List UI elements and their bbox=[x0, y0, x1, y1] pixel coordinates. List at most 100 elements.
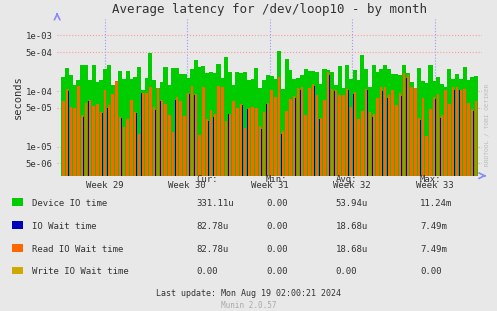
Bar bbox=[61, 77, 66, 176]
Bar bbox=[232, 101, 235, 176]
Title: Average latency for /dev/loop10 - by month: Average latency for /dev/loop10 - by mon… bbox=[112, 3, 427, 16]
Bar bbox=[433, 97, 435, 176]
Bar bbox=[84, 103, 87, 176]
Bar bbox=[153, 110, 156, 176]
Bar bbox=[277, 51, 281, 176]
Bar bbox=[73, 85, 77, 176]
Bar bbox=[373, 114, 375, 176]
Bar bbox=[470, 77, 474, 176]
Bar bbox=[171, 68, 175, 176]
Bar bbox=[88, 101, 91, 176]
Bar bbox=[119, 118, 121, 176]
Bar bbox=[293, 98, 296, 176]
Bar bbox=[156, 88, 160, 176]
Bar bbox=[255, 111, 258, 176]
Bar bbox=[107, 108, 110, 176]
Bar bbox=[130, 100, 133, 176]
Text: 18.68u: 18.68u bbox=[335, 222, 368, 231]
Bar bbox=[96, 105, 99, 176]
Bar bbox=[247, 80, 251, 176]
Bar bbox=[142, 93, 144, 176]
Bar bbox=[320, 118, 322, 176]
Bar bbox=[198, 135, 201, 176]
Bar bbox=[395, 108, 398, 176]
Bar bbox=[429, 112, 432, 176]
Bar bbox=[217, 86, 220, 176]
Bar bbox=[278, 80, 280, 176]
Bar bbox=[463, 91, 466, 176]
Bar bbox=[444, 90, 447, 176]
Text: 18.68u: 18.68u bbox=[335, 245, 368, 253]
Bar bbox=[175, 100, 178, 176]
Bar bbox=[104, 90, 106, 176]
Bar bbox=[467, 103, 470, 176]
Bar bbox=[221, 87, 224, 176]
Bar bbox=[81, 115, 83, 176]
Bar bbox=[475, 101, 477, 176]
Bar bbox=[243, 72, 247, 176]
Bar bbox=[273, 80, 277, 176]
Bar bbox=[304, 69, 308, 176]
Bar bbox=[122, 129, 125, 176]
Bar bbox=[195, 94, 197, 176]
Bar bbox=[115, 81, 117, 176]
Bar bbox=[361, 111, 364, 176]
Bar bbox=[293, 96, 295, 176]
Bar bbox=[103, 90, 106, 176]
Bar bbox=[304, 115, 307, 176]
Bar bbox=[391, 92, 394, 176]
Text: Munin 2.0.57: Munin 2.0.57 bbox=[221, 301, 276, 310]
Bar bbox=[414, 88, 417, 176]
Bar bbox=[202, 90, 205, 176]
Bar bbox=[126, 71, 130, 176]
Bar bbox=[372, 117, 375, 176]
Bar bbox=[346, 89, 348, 176]
Bar bbox=[270, 90, 273, 176]
Bar bbox=[161, 101, 163, 176]
Bar bbox=[250, 79, 254, 176]
Bar bbox=[266, 104, 269, 176]
Bar bbox=[384, 87, 386, 176]
Bar bbox=[229, 114, 231, 176]
Bar bbox=[455, 74, 459, 176]
Bar bbox=[341, 88, 345, 176]
Bar bbox=[301, 87, 303, 176]
Bar bbox=[213, 73, 217, 176]
Bar bbox=[73, 109, 76, 176]
Bar bbox=[372, 65, 376, 176]
Bar bbox=[209, 72, 213, 176]
Bar bbox=[308, 88, 311, 176]
Bar bbox=[239, 73, 243, 176]
Bar bbox=[149, 87, 152, 176]
Bar bbox=[80, 65, 84, 176]
Bar bbox=[240, 105, 243, 176]
Bar bbox=[225, 121, 227, 176]
Bar bbox=[411, 87, 413, 176]
Y-axis label: seconds: seconds bbox=[12, 75, 23, 119]
Bar bbox=[440, 84, 444, 176]
Bar bbox=[92, 106, 95, 176]
Bar bbox=[172, 132, 174, 176]
Bar bbox=[236, 111, 239, 176]
Bar bbox=[66, 90, 68, 176]
Bar bbox=[432, 81, 436, 176]
Bar bbox=[88, 100, 91, 176]
Bar bbox=[213, 117, 216, 176]
Bar bbox=[421, 81, 425, 176]
Bar bbox=[424, 83, 429, 176]
Bar bbox=[274, 100, 277, 176]
Bar bbox=[357, 119, 360, 176]
Bar bbox=[337, 66, 341, 176]
Bar bbox=[451, 79, 455, 176]
Bar bbox=[187, 94, 190, 176]
Text: 0.00: 0.00 bbox=[266, 245, 287, 253]
Bar bbox=[312, 84, 315, 176]
Bar bbox=[281, 134, 284, 176]
Bar bbox=[115, 84, 118, 176]
Bar bbox=[263, 112, 265, 176]
Bar bbox=[281, 89, 285, 176]
Bar bbox=[392, 90, 394, 176]
Bar bbox=[114, 86, 118, 176]
Bar bbox=[201, 67, 205, 176]
Text: Min:: Min: bbox=[266, 175, 287, 184]
